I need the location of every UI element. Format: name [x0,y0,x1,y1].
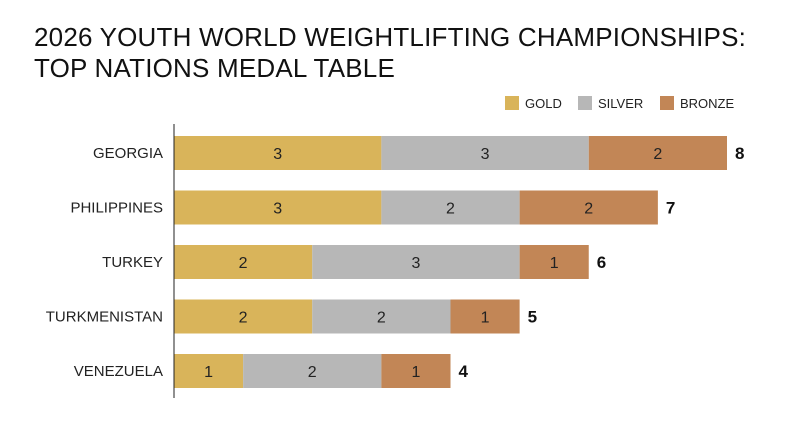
bar-gold-turkey [174,245,313,279]
bar-bronze-turkey [519,245,589,279]
legend-label-bronze: BRONZE [680,96,735,111]
total-label-venezuela: 4 [459,362,469,381]
total-label-turkey: 6 [597,253,606,272]
legend-label-gold: GOLD [525,96,562,111]
legend-swatch-bronze [660,96,674,110]
category-label-philippines: PHILIPPINES [70,200,163,217]
total-label-turkmenistan: 5 [528,308,537,327]
bar-silver-turkmenistan [312,299,451,334]
bar-silver-turkey [312,245,520,279]
total-label-philippines: 7 [666,199,675,218]
bar-gold-venezuela [174,354,244,388]
bar-gold-georgia [174,136,382,170]
bar-gold-philippines [174,190,382,225]
bar-bronze-georgia [588,136,727,170]
chart-title-line-1: 2026 YOUTH WORLD WEIGHTLIFTING CHAMPIONS… [34,22,747,52]
bar-value-silver-turkey: 3 [411,255,420,272]
bar-value-gold-georgia: 3 [273,146,282,163]
chart-title: 2026 YOUTH WORLD WEIGHTLIFTING CHAMPIONS… [34,22,784,84]
bar-value-gold-venezuela: 1 [204,364,213,381]
category-label-turkmenistan: TURKMENISTAN [46,309,163,326]
legend-swatch-gold [505,96,519,110]
bar-value-silver-venezuela: 2 [308,364,317,381]
bar-bronze-philippines [519,190,658,225]
category-label-turkey: TURKEY [102,254,163,271]
bar-value-bronze-turkey: 1 [550,255,559,272]
bar-value-bronze-turkmenistan: 1 [481,310,490,327]
bar-value-silver-turkmenistan: 2 [377,310,386,327]
bar-value-silver-georgia: 3 [481,146,490,163]
bar-value-gold-philippines: 3 [273,201,282,218]
bar-value-bronze-philippines: 2 [584,201,593,218]
bar-bronze-turkmenistan [450,299,520,334]
category-label-venezuela: VENEZUELA [74,363,163,380]
bar-value-bronze-venezuela: 1 [411,364,420,381]
bar-value-silver-philippines: 2 [446,201,455,218]
chart-title-line-2: TOP NATIONS MEDAL TABLE [34,53,395,83]
legend-label-silver: SILVER [598,96,643,111]
category-label-georgia: GEORGIA [93,145,163,162]
bar-value-bronze-georgia: 2 [653,146,662,163]
plot-area: GEORGIA 3 3 2 8 PHILIPPINES 3 2 2 7 TURKEY 2 3 1 6 TURK… [46,136,744,388]
bar-gold-turkmenistan [174,299,313,334]
bar-value-gold-turkey: 2 [239,255,248,272]
bar-silver-venezuela [243,354,382,388]
legend: GOLD SILVER BRONZE [505,96,735,111]
bar-silver-georgia [381,136,589,170]
bar-value-gold-turkmenistan: 2 [239,310,248,327]
bar-bronze-venezuela [381,354,451,388]
bar-silver-philippines [381,190,520,225]
legend-swatch-silver [578,96,592,110]
total-label-georgia: 8 [735,144,744,163]
